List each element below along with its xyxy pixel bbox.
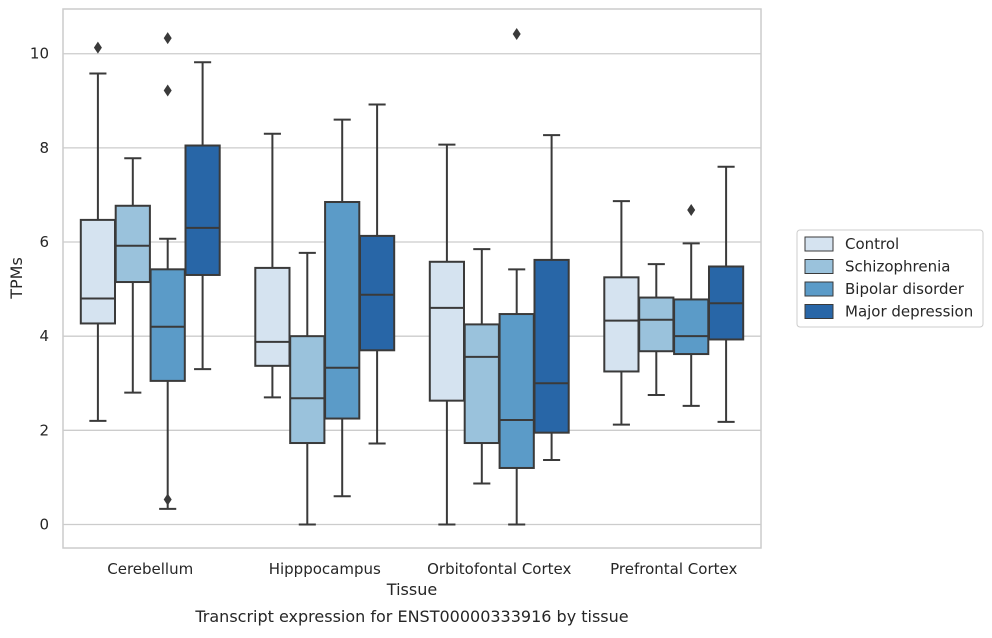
y-axis-label: TPMs bbox=[7, 257, 26, 300]
outlier-marker bbox=[163, 84, 172, 97]
x-tick-label: Orbitofontal Cortex bbox=[427, 560, 571, 578]
box-group bbox=[428, 143, 466, 526]
box-iqr bbox=[114, 204, 151, 284]
box-group bbox=[603, 200, 640, 426]
box-group bbox=[324, 118, 361, 498]
box-group bbox=[114, 157, 151, 394]
box-group bbox=[149, 32, 186, 510]
box-iqr bbox=[79, 218, 117, 325]
box-iqr bbox=[184, 144, 221, 276]
legend-swatch bbox=[804, 259, 834, 274]
box-group bbox=[289, 251, 326, 526]
legend-label: Control bbox=[845, 235, 899, 253]
box-iqr bbox=[254, 266, 291, 367]
y-tick-label: 4 bbox=[39, 327, 49, 345]
box-iqr bbox=[463, 323, 500, 445]
box-iqr bbox=[358, 234, 396, 352]
legend: Control Schizophrenia Bipolar disorder Majo… bbox=[796, 229, 984, 328]
chart-caption: Transcript expression for ENST0000033391… bbox=[194, 607, 628, 626]
outlier-marker bbox=[512, 27, 521, 40]
box-iqr bbox=[289, 335, 326, 445]
y-tick-label: 6 bbox=[39, 233, 49, 251]
y-tick-label: 10 bbox=[30, 45, 49, 63]
outlier-marker bbox=[163, 32, 172, 45]
box-group bbox=[463, 248, 500, 485]
legend-label: Bipolar disorder bbox=[845, 280, 965, 298]
outlier-marker bbox=[687, 204, 696, 217]
box-group bbox=[79, 41, 117, 422]
x-tick-label: Cerebellum bbox=[107, 560, 193, 578]
outlier-marker bbox=[93, 41, 102, 54]
box-group bbox=[184, 61, 221, 371]
outlier-marker bbox=[163, 493, 172, 506]
plot-frame bbox=[62, 8, 762, 549]
box-group bbox=[254, 132, 291, 399]
box-group bbox=[707, 165, 745, 423]
box-group bbox=[498, 27, 535, 526]
legend-swatch bbox=[804, 304, 834, 319]
boxes bbox=[79, 27, 745, 526]
box-iqr bbox=[533, 258, 570, 434]
legend-label: Major depression bbox=[845, 303, 973, 321]
x-tick-labels: Cerebellum Hipppocampus Orbitofontal Corte… bbox=[107, 560, 737, 578]
legend-swatch bbox=[804, 281, 834, 297]
legend-swatch bbox=[804, 236, 834, 252]
x-axis-label: Tissue bbox=[386, 580, 437, 599]
box-iqr bbox=[324, 201, 361, 420]
legend-label: Schizophrenia bbox=[845, 258, 950, 276]
box-iqr bbox=[638, 296, 675, 353]
box-iqr bbox=[603, 276, 640, 373]
box-group bbox=[673, 204, 710, 407]
box-group bbox=[638, 263, 675, 397]
x-tick-label: Prefrontal Cortex bbox=[610, 560, 737, 578]
box-iqr bbox=[498, 313, 535, 469]
box-iqr bbox=[428, 260, 466, 402]
x-tick-label: Hipppocampus bbox=[269, 560, 381, 578]
y-tick-labels: 0 2 4 6 8 10 bbox=[30, 45, 49, 534]
y-tick-label: 0 bbox=[39, 515, 49, 533]
box-group bbox=[533, 134, 570, 461]
legend-items: Control Schizophrenia Bipolar disorder Majo… bbox=[804, 235, 973, 321]
box-group bbox=[358, 103, 396, 445]
y-tick-label: 2 bbox=[39, 421, 49, 439]
box-iqr bbox=[149, 268, 186, 382]
legend-frame bbox=[796, 229, 984, 328]
y-tick-label: 8 bbox=[39, 139, 49, 157]
box-iqr bbox=[673, 298, 710, 356]
